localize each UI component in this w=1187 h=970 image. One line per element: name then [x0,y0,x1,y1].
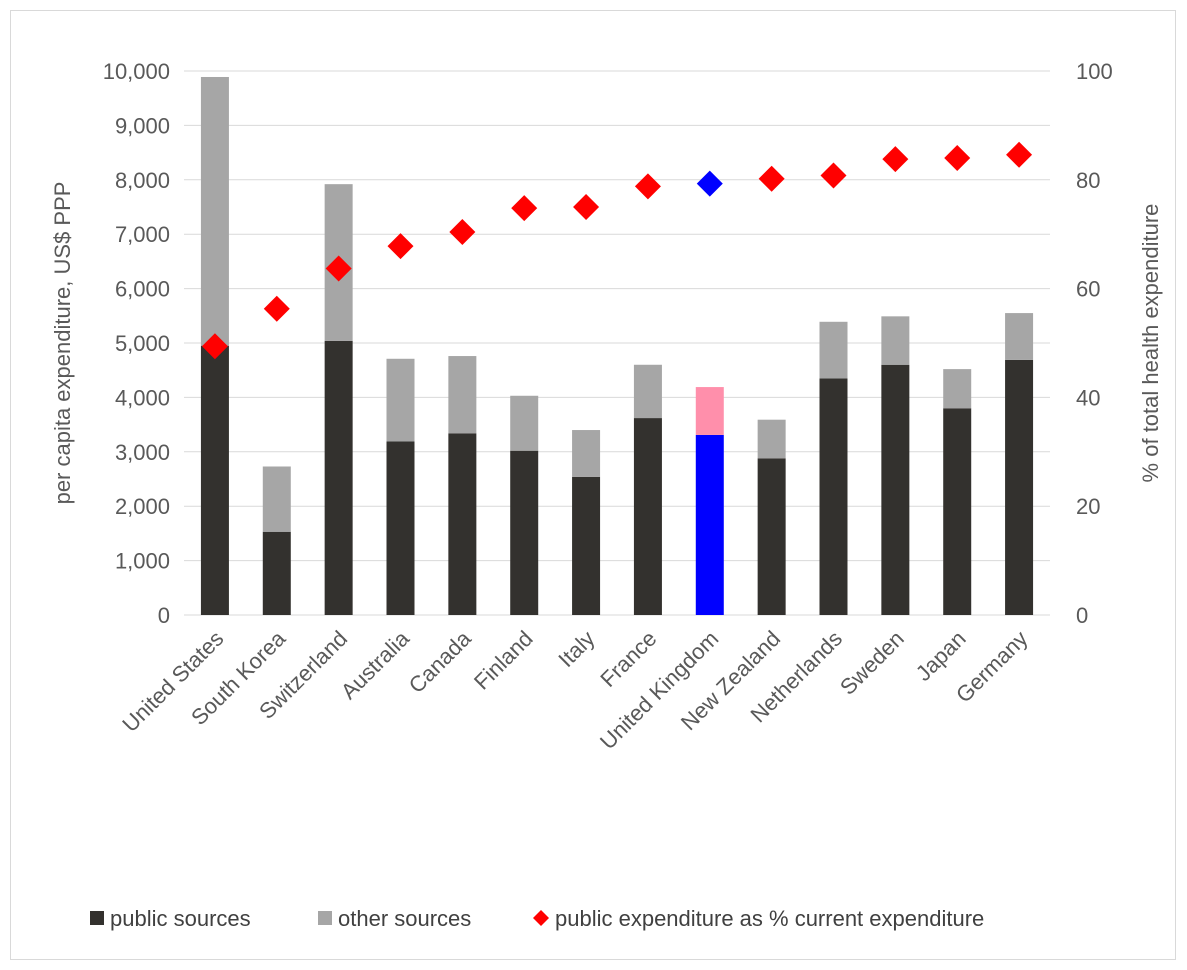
bar-public-sources [695,434,724,615]
y-tick-label: 0 [158,603,170,628]
legend-swatch-other [318,911,332,925]
marker-public-pct [325,255,352,282]
bar-other-sources [757,419,786,459]
x-tick-label: Australia [336,625,415,704]
marker-public-pct [882,146,909,173]
x-tick-label: Italy [553,626,599,672]
marker-public-pct [696,170,723,197]
bar-public-sources [819,378,848,615]
bar-public-sources [262,531,291,615]
bar-other-sources [819,321,848,379]
y-tick-label: 10,000 [103,59,170,84]
legend-label-pct: public expenditure as % current expendit… [555,906,984,931]
marker-public-pct [944,145,971,172]
bar-public-sources [386,441,415,615]
y-tick-label: 5,000 [115,331,170,356]
bar-public-sources [633,418,662,615]
bars [200,76,1034,615]
y2-tick-label: 60 [1076,277,1100,302]
x-tick-label: Canada [404,625,477,698]
marker-public-pct [634,173,661,200]
y-tick-label: 6,000 [115,277,170,302]
markers [201,141,1033,360]
y-tick-label: 2,000 [115,494,170,519]
bar-other-sources [633,364,662,419]
bar-other-sources [262,466,291,532]
marker-public-pct [573,194,600,220]
y2-tick-label: 80 [1076,168,1100,193]
bar-public-sources [324,340,353,615]
x-tick-label: Sweden [835,626,909,700]
bar-other-sources [572,430,601,477]
marker-public-pct [387,233,414,260]
y-tick-label: 1,000 [115,549,170,574]
left-axis-ticks: 0 1,000 2,000 3,000 4,000 5,000 6,000 7,000 8,00… [103,59,170,628]
y2-tick-label: 0 [1076,603,1088,628]
bar-other-sources [943,369,972,409]
gridlines [184,70,1050,616]
marker-public-pct [201,333,228,360]
bar-public-sources [757,458,786,615]
y-tick-label: 9,000 [115,113,170,138]
y-tick-label: 4,000 [115,385,170,410]
marker-public-pct [1006,141,1033,168]
legend-swatch-pct [533,910,549,926]
legend-label-public: public sources [110,906,251,931]
marker-public-pct [511,195,538,222]
marker-public-pct [263,295,290,322]
bar-public-sources [881,364,910,615]
bar-public-sources [200,345,229,615]
legend-label-other: other sources [338,906,471,931]
marker-public-pct [449,219,476,246]
y-axis-title: per capita expenditure, US$ PPP [50,182,75,505]
bar-other-sources [200,76,229,346]
bar-public-sources [943,408,972,615]
y-tick-label: 7,000 [115,222,170,247]
y-tick-label: 8,000 [115,168,170,193]
y2-tick-label: 40 [1076,385,1100,410]
bar-public-sources [448,433,477,615]
right-axis-ticks: 0 20 40 60 80 100 [1076,59,1113,628]
bar-other-sources [881,316,910,365]
x-tick-label: Japan [911,626,971,686]
bar-other-sources [386,358,415,442]
y2-tick-label: 20 [1076,494,1100,519]
y2-tick-label: 100 [1076,59,1113,84]
y2-axis-title: % of total health expenditure [1138,204,1163,483]
legend: public sources other sources public expend… [90,906,984,931]
bar-public-sources [1005,359,1034,615]
bar-public-sources [572,476,601,615]
bar-other-sources [448,356,477,434]
bar-other-sources [1005,313,1034,360]
marker-public-pct [758,165,785,192]
marker-public-pct [820,162,847,189]
x-tick-label: Finland [469,626,538,695]
bar-other-sources [510,395,539,451]
bar-public-sources [510,450,539,615]
bar-other-sources [695,387,724,435]
legend-swatch-public [90,911,104,925]
y-tick-label: 3,000 [115,440,170,465]
